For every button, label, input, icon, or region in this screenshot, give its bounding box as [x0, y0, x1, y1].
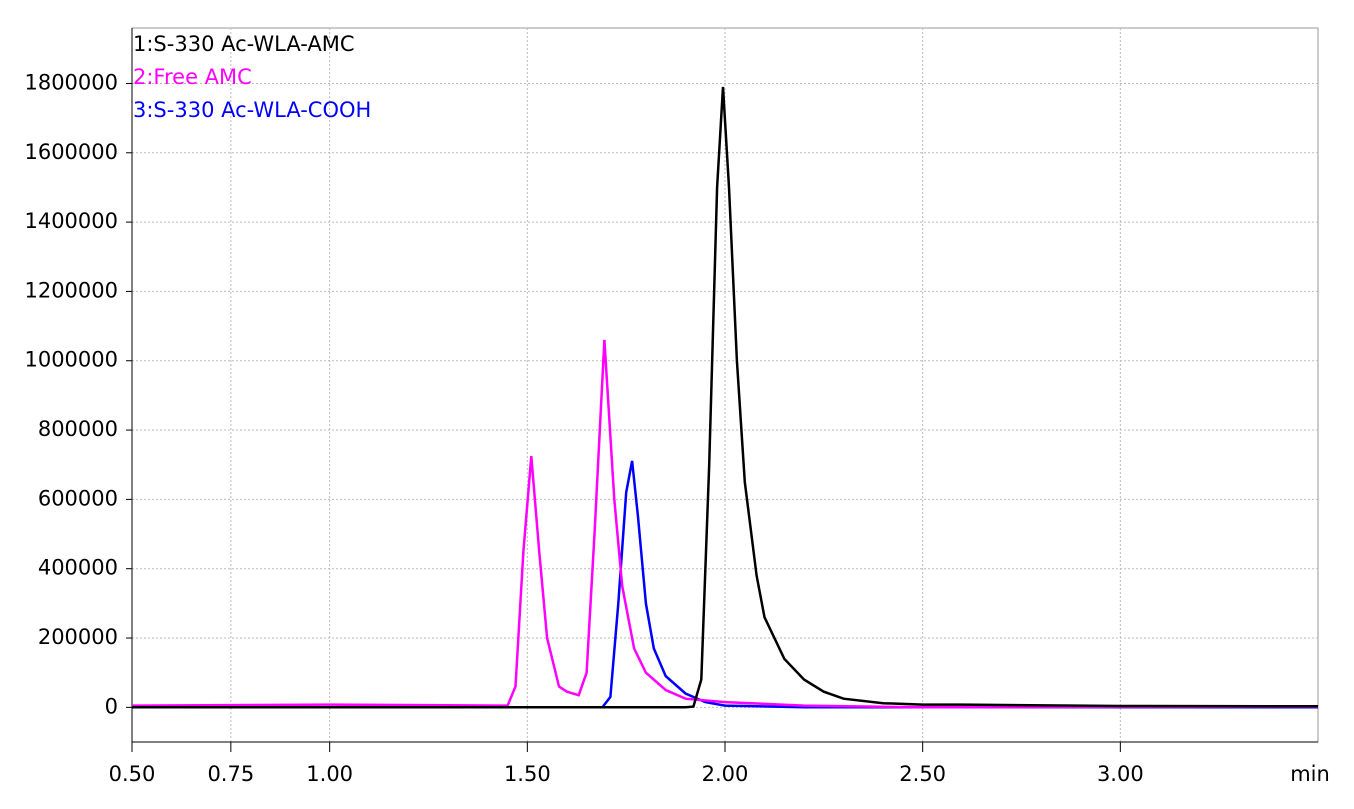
- y-tick-label: 0: [105, 694, 118, 718]
- x-tick-label: 0.75: [207, 762, 254, 786]
- y-tick-label: 400000: [38, 556, 118, 580]
- y-tick-label: 800000: [38, 417, 118, 441]
- y-tick-label: 1400000: [24, 209, 118, 233]
- series-line: [131, 339, 1319, 709]
- x-tick-label: 0.50: [109, 762, 156, 786]
- series-line: [132, 460, 1318, 709]
- legend-entry: 2:Free AMC: [133, 65, 252, 89]
- x-tick-label: 1.50: [504, 762, 551, 786]
- y-tick-label: 1000000: [24, 348, 118, 372]
- x-tick-label: 3.00: [1097, 762, 1144, 786]
- legend-entry: 1:S-330 Ac-WLA-AMC: [133, 32, 354, 56]
- y-tick-label: 1800000: [24, 70, 118, 94]
- y-tick-label: 200000: [38, 625, 118, 649]
- legend-entry: 3:S-330 Ac-WLA-COOH: [133, 98, 371, 122]
- x-tick-label: 1.00: [306, 762, 353, 786]
- y-tick-label: 1200000: [24, 278, 118, 302]
- x-axis-label: min: [1290, 762, 1330, 786]
- series-line: [132, 86, 1319, 709]
- y-tick-label: 600000: [38, 486, 118, 510]
- y-tick-label: 1600000: [24, 140, 118, 164]
- x-tick-label: 2.50: [899, 762, 946, 786]
- x-tick-label: 2.00: [702, 762, 749, 786]
